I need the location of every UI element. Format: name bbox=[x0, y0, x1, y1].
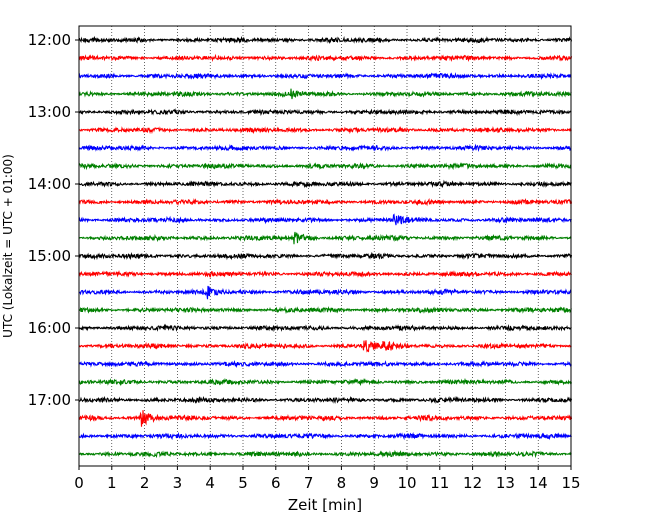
trace-1730 bbox=[78, 431, 572, 441]
seismic-traces bbox=[78, 35, 573, 459]
trace-1400 bbox=[78, 179, 572, 189]
x-axis-label: Zeit [min] bbox=[288, 496, 362, 514]
y-tick-label-1600: 16:00 bbox=[28, 319, 71, 337]
trace-1530 bbox=[78, 285, 572, 300]
x-tick-label-0: 0 bbox=[74, 474, 84, 492]
x-tick-label-5: 5 bbox=[238, 474, 248, 492]
y-axis-ticks: 12:00 13:00 14:00 15:00 16:00 17:00 bbox=[28, 31, 79, 409]
y-tick-label-1300: 13:00 bbox=[28, 103, 71, 121]
trace-1645 bbox=[78, 377, 573, 387]
trace-1315 bbox=[78, 126, 572, 135]
y-tick-label-1700: 17:00 bbox=[28, 391, 71, 409]
vertical-gridlines bbox=[111, 26, 539, 466]
trace-1715 bbox=[78, 410, 573, 427]
plot-frame bbox=[78, 25, 572, 467]
trace-1200 bbox=[78, 35, 573, 45]
y-tick-label-1400: 14:00 bbox=[28, 175, 71, 193]
x-tick-label-3: 3 bbox=[173, 474, 183, 492]
trace-1245 bbox=[78, 88, 572, 100]
trace-1500 bbox=[78, 251, 573, 261]
trace-1430 bbox=[78, 213, 572, 226]
x-tick-label-9: 9 bbox=[369, 474, 379, 492]
x-tick-label-10: 10 bbox=[397, 474, 416, 492]
x-tick-label-7: 7 bbox=[304, 474, 314, 492]
x-tick-label-4: 4 bbox=[205, 474, 215, 492]
x-tick-label-8: 8 bbox=[337, 474, 347, 492]
trace-1600 bbox=[78, 323, 572, 333]
trace-1545 bbox=[78, 305, 572, 315]
x-tick-label-12: 12 bbox=[463, 474, 482, 492]
x-tick-label-11: 11 bbox=[430, 474, 449, 492]
x-tick-label-1: 1 bbox=[107, 474, 117, 492]
trace-1615 bbox=[78, 340, 572, 353]
trace-1630 bbox=[78, 359, 572, 369]
trace-1445 bbox=[78, 231, 572, 245]
trace-1215 bbox=[78, 53, 573, 63]
trace-1700 bbox=[78, 395, 573, 404]
x-tick-label-6: 6 bbox=[271, 474, 281, 492]
trace-1745 bbox=[78, 449, 572, 459]
x-tick-label-14: 14 bbox=[529, 474, 548, 492]
trace-1300 bbox=[78, 108, 572, 117]
x-tick-label-2: 2 bbox=[140, 474, 150, 492]
trace-1415 bbox=[78, 197, 573, 207]
y-axis-label: UTC (Lokalzeit = UTC + 01:00) bbox=[1, 154, 15, 338]
trace-1345 bbox=[78, 162, 572, 171]
y-tick-label-1200: 12:00 bbox=[28, 31, 71, 49]
trace-1330 bbox=[79, 143, 572, 152]
y-tick-label-1500: 15:00 bbox=[28, 247, 71, 265]
trace-1515 bbox=[78, 269, 572, 279]
x-tick-label-15: 15 bbox=[561, 474, 580, 492]
x-tick-label-13: 13 bbox=[496, 474, 515, 492]
x-axis-ticks: 0 1 2 3 4 5 6 7 8 9 10 11 12 13 14 15 bbox=[74, 466, 581, 492]
trace-1230 bbox=[78, 72, 572, 80]
